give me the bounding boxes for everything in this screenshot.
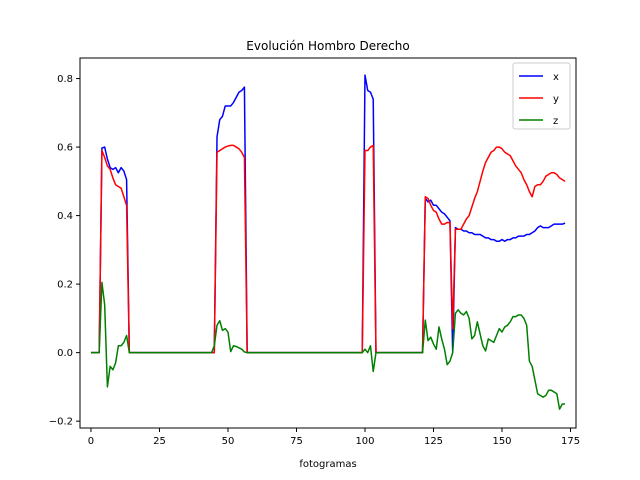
legend-label-y: y — [553, 94, 559, 105]
y-tick-label: 0.6 — [57, 143, 73, 154]
chart-title: Evolución Hombro Derecho — [246, 39, 409, 53]
x-tick-label: 125 — [424, 436, 443, 447]
x-axis-label: fotogramas — [299, 459, 356, 470]
y-tick-label: 0.4 — [57, 211, 73, 222]
plot-area — [80, 58, 576, 428]
y-axis: −0.2 0.0 0.2 0.4 0.6 0.8 — [49, 74, 80, 428]
y-tick-label: 0.0 — [57, 348, 73, 359]
y-tick-label: 0.8 — [57, 74, 73, 85]
x-tick-label: 100 — [355, 436, 374, 447]
legend-box — [512, 62, 571, 130]
x-tick-label: 25 — [153, 436, 166, 447]
legend-label-z: z — [553, 116, 558, 127]
x-tick-label: 0 — [88, 436, 94, 447]
plot-frame — [79, 57, 577, 429]
x-tick-label: 75 — [290, 436, 303, 447]
legend: xyz — [512, 62, 571, 130]
legend-label-x: x — [553, 72, 559, 83]
x-tick-label: 50 — [222, 436, 235, 447]
y-tick-label: −0.2 — [49, 417, 73, 428]
x-axis: 0 25 50 75 100 125 150 175 — [88, 428, 580, 447]
x-tick-label: 175 — [561, 436, 580, 447]
series-layer — [90, 74, 566, 410]
y-tick-label: 0.2 — [57, 280, 73, 291]
series-line-z — [90, 281, 566, 410]
x-tick-label: 150 — [492, 436, 511, 447]
